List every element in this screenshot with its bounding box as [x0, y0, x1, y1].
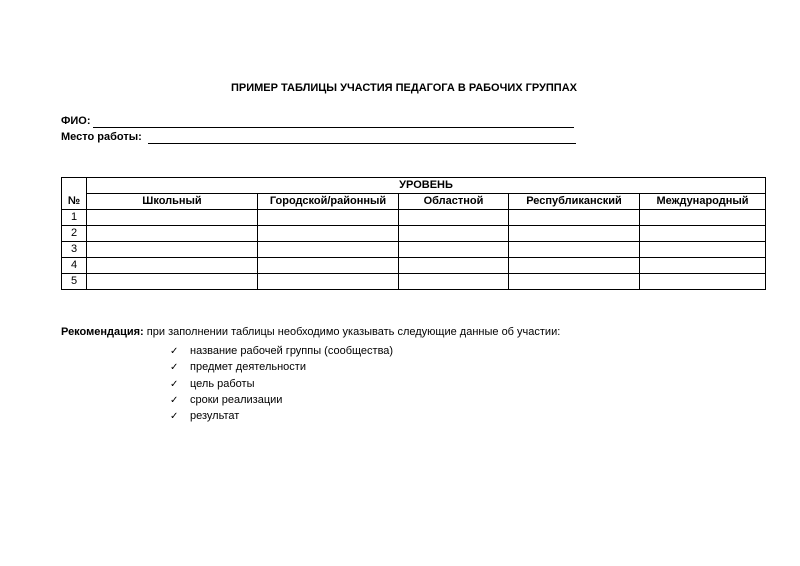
list-item-text: цель работы — [190, 377, 255, 390]
number-header: № — [61, 177, 87, 210]
table-cell[interactable] — [257, 273, 399, 290]
check-icon: ✓ — [170, 362, 179, 374]
list-item-text: предмет деятельности — [190, 361, 306, 374]
table-row: 3 — [61, 241, 767, 258]
list-item-text: название рабочей группы (сообщества) — [190, 345, 394, 357]
table-cell[interactable] — [86, 209, 258, 226]
table-row: 1 — [61, 209, 767, 226]
list-item-text: сроки реализации — [190, 393, 283, 406]
participation-table: № УРОВЕНЬ Школьный Городской/районный Об… — [61, 177, 767, 290]
table-cell[interactable] — [257, 209, 399, 226]
list-item: ✓ название рабочей группы (сообщества) — [170, 343, 393, 359]
table-cell[interactable] — [257, 241, 399, 258]
table-cell[interactable] — [257, 225, 399, 242]
column-header: Городской/районный — [257, 193, 399, 210]
table-cell[interactable] — [398, 209, 509, 226]
table-cell[interactable] — [86, 241, 258, 258]
table-cell[interactable] — [638, 257, 767, 274]
recommendation-label: Рекомендация: — [61, 326, 144, 338]
column-header: Школьный — [86, 193, 258, 210]
fio-field[interactable] — [93, 127, 574, 128]
work-label: Место работы: — [61, 131, 142, 143]
recommendation: Рекомендация: при заполнении таблицы нео… — [61, 326, 560, 338]
table-cell[interactable] — [638, 225, 767, 242]
table-cell[interactable] — [508, 273, 640, 290]
row-number: 4 — [61, 257, 87, 274]
check-icon: ✓ — [170, 378, 179, 390]
list-item: ✓ сроки реализации — [170, 392, 393, 408]
row-number: 3 — [61, 241, 87, 258]
row-number: 5 — [61, 273, 87, 290]
table-row: 5 — [61, 273, 767, 290]
level-header: УРОВЕНЬ — [85, 177, 767, 194]
table-cell[interactable] — [508, 209, 640, 226]
table-cell[interactable] — [638, 241, 767, 258]
table-cell[interactable] — [398, 225, 509, 242]
fio-label: ФИО: — [61, 115, 91, 127]
table-cell[interactable] — [508, 257, 640, 274]
table-row: 4 — [61, 257, 767, 274]
list-item: ✓ предмет деятельности — [170, 359, 393, 375]
table-cell[interactable] — [638, 209, 767, 226]
check-icon: ✓ — [170, 411, 179, 423]
check-icon: ✓ — [170, 346, 179, 357]
column-header: Областной — [398, 193, 509, 210]
table-cell[interactable] — [638, 273, 767, 290]
recommendation-text: при заполнении таблицы необходимо указыв… — [143, 326, 561, 338]
check-icon: ✓ — [170, 394, 179, 406]
list-item: ✓ цель работы — [170, 376, 393, 392]
table-cell[interactable] — [86, 225, 258, 242]
table-cell[interactable] — [398, 257, 509, 274]
table-cell[interactable] — [398, 241, 509, 258]
row-number: 1 — [61, 209, 87, 226]
column-header: Международный — [638, 193, 767, 210]
recommendation-list: ✓ название рабочей группы (сообщества) ✓ пр… — [170, 343, 393, 424]
table-cell[interactable] — [508, 241, 640, 258]
table-row: 2 — [61, 225, 767, 242]
row-number: 2 — [61, 225, 87, 242]
table-cell[interactable] — [257, 257, 399, 274]
table-cell[interactable] — [86, 273, 258, 290]
table-cell[interactable] — [86, 257, 258, 274]
column-header: Республиканский — [508, 193, 640, 210]
work-field[interactable] — [148, 143, 576, 144]
list-item-text: результат — [190, 410, 240, 423]
table-cell[interactable] — [508, 225, 640, 242]
table-cell[interactable] — [398, 273, 509, 290]
page-title: ПРИМЕР ТАБЛИЦЫ УЧАСТИЯ ПЕДАГОГА В РАБОЧИ… — [230, 82, 577, 94]
list-item: ✓ результат — [170, 408, 393, 424]
